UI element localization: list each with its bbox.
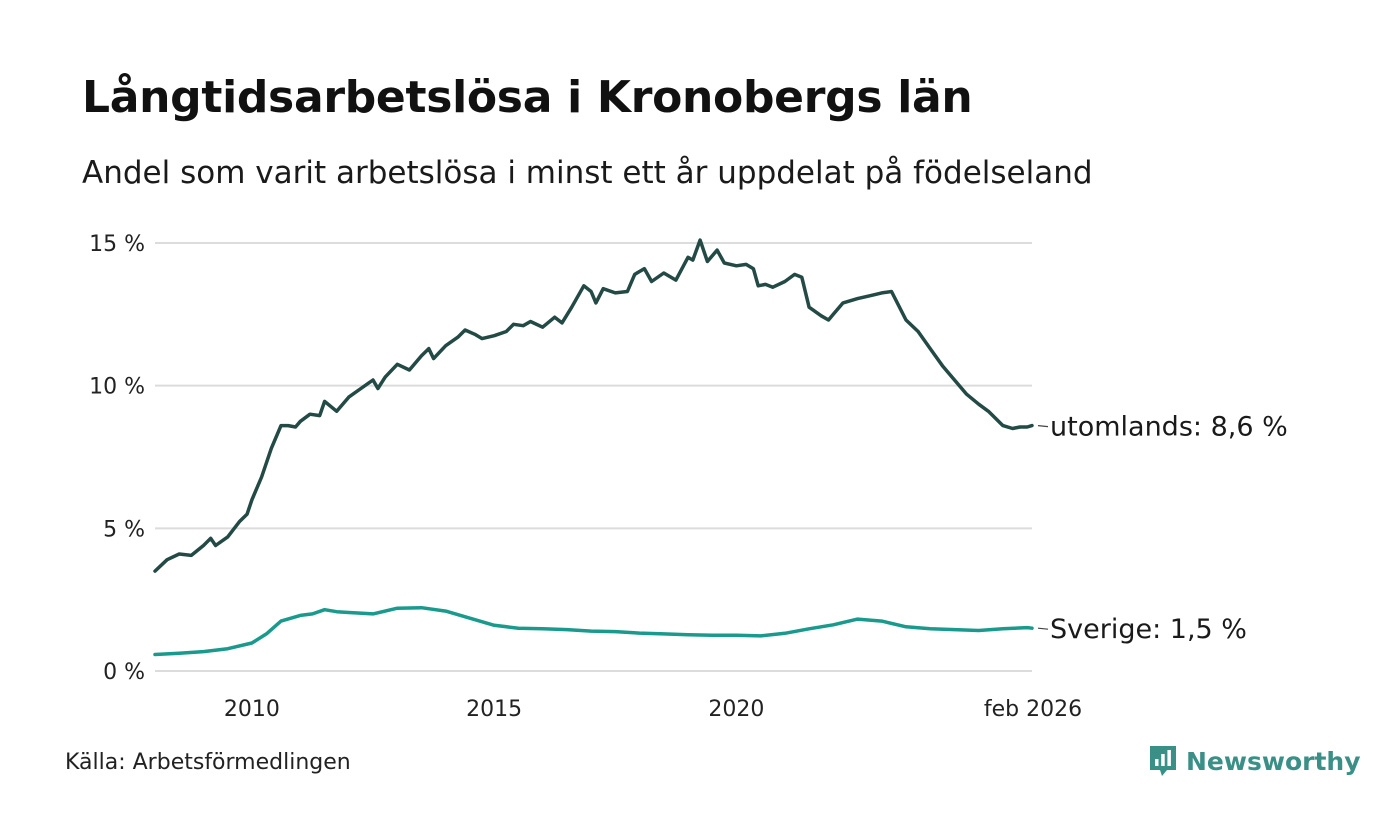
bar-chart-speech-bubble-icon [1150, 746, 1176, 776]
series-line-utomlands [153, 238, 1034, 573]
source-note: Källa: Arbetsförmedlingen [65, 750, 351, 775]
end-labels: utomlands: 8,6 % Sverige: 1,5 % [1037, 412, 1288, 645]
x-tick-label: 2015 [466, 697, 522, 722]
y-tick-label: 10 % [89, 375, 145, 400]
end-label-utomlands: utomlands: 8,6 % [1050, 412, 1288, 443]
x-tick-label: 2010 [224, 697, 280, 722]
y-tick-label: 0 % [103, 660, 145, 685]
brand-name: Newsworthy [1186, 746, 1361, 776]
end-label-leader [1037, 425, 1049, 428]
newsworthy-logo: Newsworthy [1148, 744, 1361, 778]
x-tick-label: feb 2026 [984, 697, 1082, 722]
y-tick-label: 15 % [89, 232, 145, 257]
chart-title: Långtidsarbetslösa i Kronobergs län [82, 72, 973, 123]
y-axis-ticks: 0 % 5 % 10 % 15 % [89, 232, 145, 685]
end-label-sverige: Sverige: 1,5 % [1050, 614, 1247, 645]
series-lines [153, 238, 1034, 657]
x-axis-ticks: 2010 2015 2020 feb 2026 [224, 697, 1082, 722]
series-line-sverige [153, 605, 1034, 657]
y-tick-label: 5 % [103, 517, 145, 542]
chart-subtitle: Andel som varit arbetslösa i minst ett å… [82, 155, 1093, 191]
x-tick-label: 2020 [708, 697, 764, 722]
end-label-leader [1037, 627, 1049, 630]
gridlines [155, 242, 1032, 672]
